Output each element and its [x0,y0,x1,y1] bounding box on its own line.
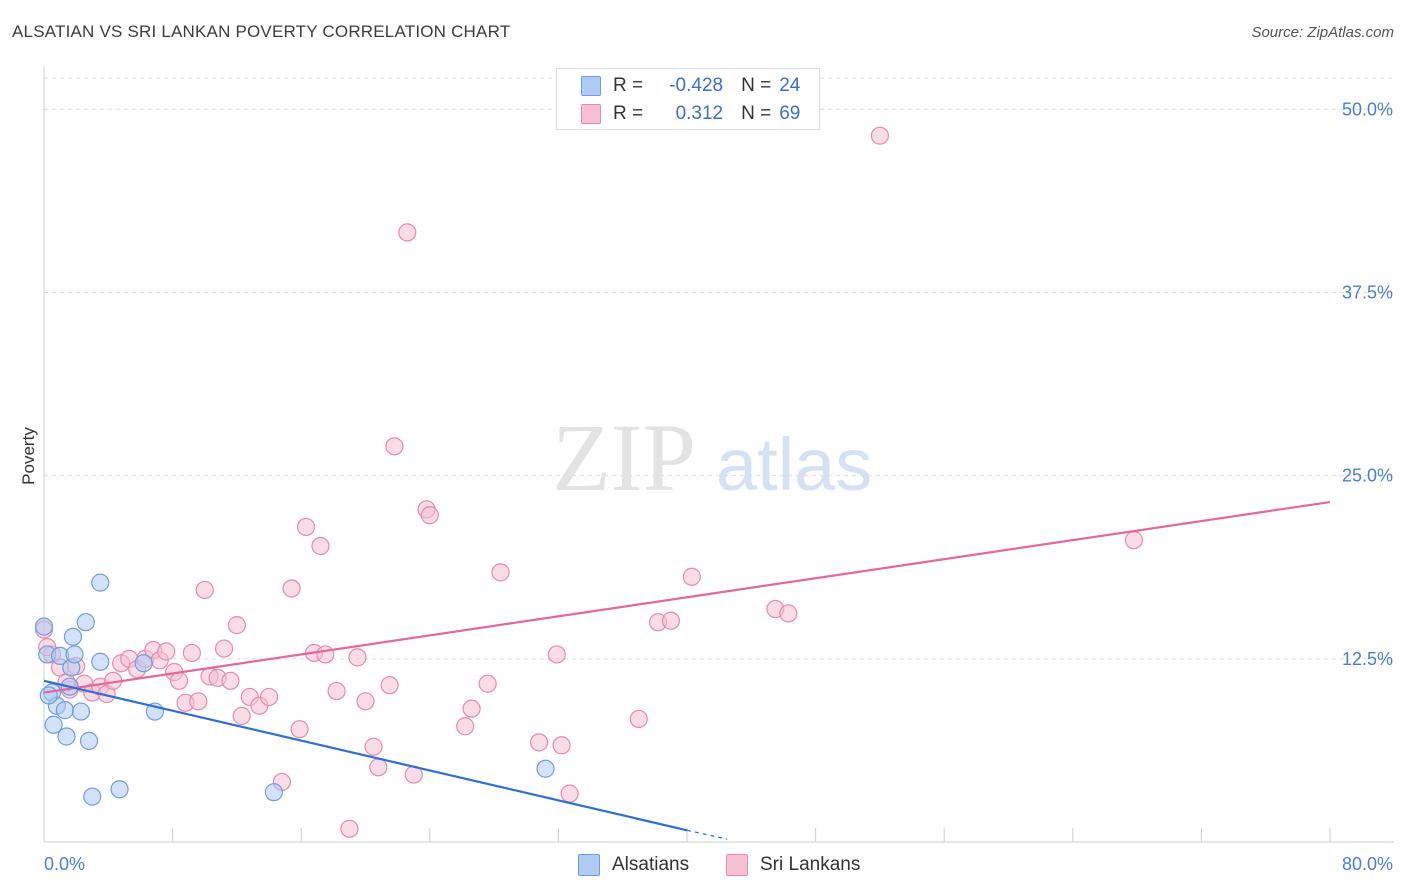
alsatian-point [56,702,73,719]
x-tick-label-min: 0.0% [44,854,85,874]
alsatian-point [92,574,109,591]
alsatian-point [135,655,152,672]
sri-lankan-point [357,693,374,710]
sri-lankan-point [283,580,300,597]
alsatian-point [111,781,128,798]
alsatian-point [58,728,75,745]
sri-lankan-point [291,721,308,738]
alsatian-point [64,628,81,645]
bottom-legend-swatch-alsatians [578,854,600,876]
y-tick-label: 37.5% [1342,282,1393,302]
alsatian-point [36,618,53,635]
sri-lankan-point [298,518,315,535]
legend-r-value: -0.428 [643,75,723,97]
alsatian-point [81,732,98,749]
sri-lankan-point [349,649,366,666]
legend-n-label: N = [741,75,771,97]
watermark-atlas: atlas [716,423,872,506]
sri-lankan-point [381,677,398,694]
sri-lankan-point [222,672,239,689]
alsatian-point [77,614,94,631]
y-tick-label: 25.0% [1342,466,1393,486]
watermark-zip: ZIP [552,404,696,511]
alsatian-point [92,653,109,670]
sri-lankan-point [399,224,416,241]
sri-lankan-point [531,734,548,751]
sri-lankan-point [365,738,382,755]
bottom-legend-sri-lankans: Sri Lankans [726,852,860,878]
alsatian-point [265,784,282,801]
sri-lankan-point [233,707,250,724]
sri-lankan-point [370,759,387,776]
legend-r-value: 0.312 [643,103,723,125]
legend-r-label: R = [613,103,643,125]
legend-swatch-sri-lankans [581,104,601,124]
y-tick-label: 12.5% [1342,649,1393,669]
bottom-legend-label-alsatians: Alsatians [612,854,689,876]
grid-layer [44,78,1394,659]
alsatian-point [66,646,83,663]
sri-lankan-point [553,737,570,754]
sri-lankan-point [190,693,207,710]
sri-lankan-point [216,640,233,657]
sri-lankan-point [341,820,358,837]
bottom-legend-label-sri-lankans: Sri Lankans [760,854,860,876]
legend-n-label: N = [741,103,771,125]
sri-lankan-point [261,688,278,705]
correlation-legend: R = -0.428 N = 24 R = 0.312 N = 69 [556,68,820,130]
sri-lankan-point [171,672,188,689]
sri-lankan-point [312,537,329,554]
sri-lankan-point [561,785,578,802]
sri-lankan-point [183,644,200,661]
sri-lankan-point [457,718,474,735]
sri-lankan-point [328,683,345,700]
alsatian-point [537,760,554,777]
bottom-legend-alsatians: Alsatians [578,852,689,878]
sri-lankan-point [158,643,175,660]
legend-n-value: 69 [779,103,800,125]
sri-lankan-point [463,700,480,717]
watermark: ZIP atlas [552,404,872,511]
sri-lankan-point [683,568,700,585]
sri-lankan-point [1125,532,1142,549]
sri-lankan-point [386,438,403,455]
legend-n-value: 24 [779,75,800,97]
alsatian-point [84,788,101,805]
sri-lankan-point [479,675,496,692]
y-tick-labels: 12.5% 25.0% 37.5% 50.0% [1342,99,1393,669]
alsatian-point [72,703,89,720]
sri-lankan-point [421,507,438,524]
sri-lankan-point [317,646,334,663]
sri-lankan-point [492,564,509,581]
alsatian-trend-extension [687,830,727,839]
x-tick-label-max: 80.0% [1342,854,1393,874]
sri-lankan-point [228,617,245,634]
sri-lankan-trend-line [44,502,1330,693]
bottom-legend-swatch-sri-lankans [726,854,748,876]
legend-r-label: R = [613,75,643,97]
legend-row-sri-lankans: R = 0.312 N = 69 [581,101,800,127]
sri-lankan-point [780,605,797,622]
sri-lankan-point [196,581,213,598]
legend-row-alsatians: R = -0.428 N = 24 [581,73,800,99]
y-axis-title: Poverty [19,427,38,485]
y-tick-label: 50.0% [1342,99,1393,119]
sri-lankan-point [548,646,565,663]
legend-swatch-alsatians [581,76,601,96]
sri-lankan-point [630,710,647,727]
sri-lankan-point [662,612,679,629]
trend-layer [44,502,1330,839]
sri-lankan-point [871,127,888,144]
alsatian-point [40,687,57,704]
chart-canvas: ZIP atlas 12.5% 25.0% 37.5% 50.0% 0.0% 80.0… [0,0,1406,892]
